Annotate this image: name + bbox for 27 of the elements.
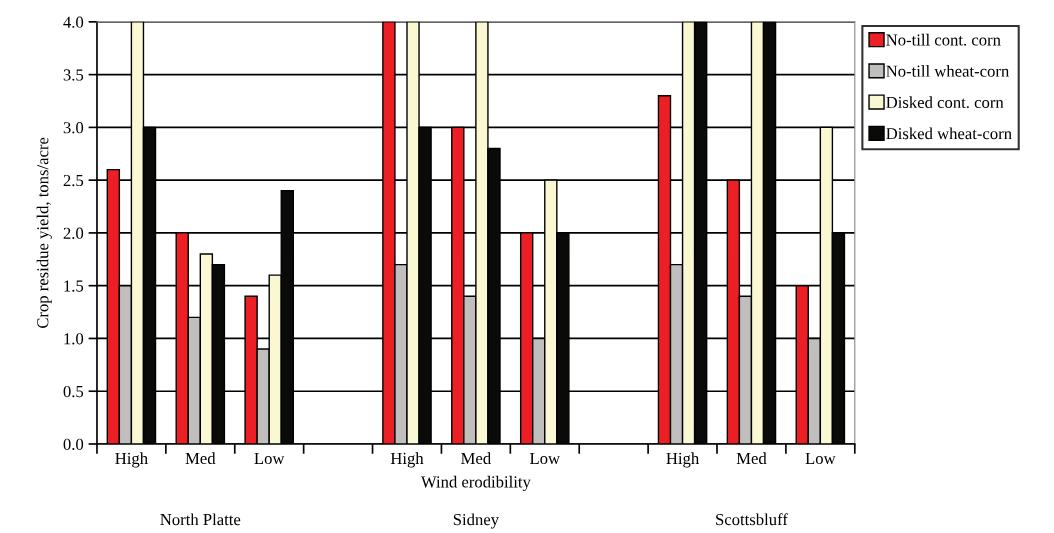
x-tick-label: Low (254, 452, 285, 465)
x-tick-label: Med (736, 452, 767, 465)
x-tick-label: Med (461, 452, 491, 465)
text: Sidney (453, 513, 499, 529)
legend-label: No-till wheat-corn (886, 65, 1010, 77)
x-tick-label: High (666, 452, 700, 468)
x-axis-title: Wind erodibility (420, 475, 531, 491)
y-tick-label: 3.0 (63, 122, 84, 134)
y-tick-label: 0.5 (63, 385, 84, 398)
legend-label: No-till cont. corn (886, 33, 1001, 46)
text: Scottsbluff (716, 513, 788, 526)
x-tick-label: Low (529, 452, 560, 465)
y-tick-label: 4.0 (63, 16, 84, 28)
y-tick-label: 2.0 (63, 227, 84, 239)
legend-label: Disked cont. corn (886, 96, 1004, 109)
y-axis-title: Crop residue yield, tons/acre (36, 137, 52, 329)
x-tick-label: Low (805, 452, 836, 465)
y-tick-label: 1.5 (64, 280, 84, 292)
legend-label: Disked wheat-corn (886, 127, 1012, 140)
x-tick-label: High (390, 452, 424, 468)
x-tick-label: Med (185, 452, 216, 465)
y-tick-label: 2.5 (63, 174, 84, 187)
text: North Platte (160, 513, 241, 526)
x-tick-label: High (115, 452, 148, 468)
y-tick-label: 0.0 (63, 438, 84, 451)
y-tick-label: 3.5 (63, 69, 84, 81)
y-tick-label: 1.0 (64, 333, 84, 345)
